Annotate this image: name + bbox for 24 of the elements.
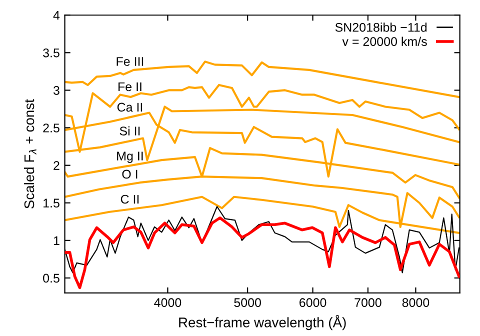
series-label: C II bbox=[120, 194, 139, 204]
x-axis-title: Rest−frame wavelength (Å) bbox=[179, 315, 346, 330]
series-label: Mg II bbox=[117, 152, 143, 163]
series-label: O I bbox=[122, 170, 138, 179]
y-tick-label: 2.5 bbox=[43, 124, 60, 132]
series-label: Fe II bbox=[118, 82, 142, 92]
y-axis-title: Scaled F$_{λ}$ + const bbox=[24, 99, 36, 208]
series-label: Ca II bbox=[117, 102, 142, 112]
legend-label: SN2018ibb −11d bbox=[335, 22, 427, 32]
x-tick-label: 8000 bbox=[402, 298, 430, 308]
x-tick-label: 7000 bbox=[354, 298, 382, 308]
series-label: Fe III bbox=[116, 57, 144, 66]
y-tick-label: 2 bbox=[54, 161, 60, 170]
x-tick-label: 5000 bbox=[234, 298, 261, 308]
y-tick-label: 3.5 bbox=[43, 48, 60, 58]
x-tick-label: 4000 bbox=[154, 298, 182, 308]
y-tick-label: 4 bbox=[53, 11, 60, 20]
y-tick-label: 0.5 bbox=[43, 274, 60, 283]
y-tick-label: 1.5 bbox=[44, 198, 60, 208]
x-tick-label: 6000 bbox=[300, 298, 326, 308]
legend-label: v = 20000 km/s bbox=[342, 36, 427, 46]
series-label: Si II bbox=[120, 126, 140, 136]
y-tick-label: 3 bbox=[53, 86, 60, 95]
y-tick-label: 1 bbox=[54, 236, 60, 245]
